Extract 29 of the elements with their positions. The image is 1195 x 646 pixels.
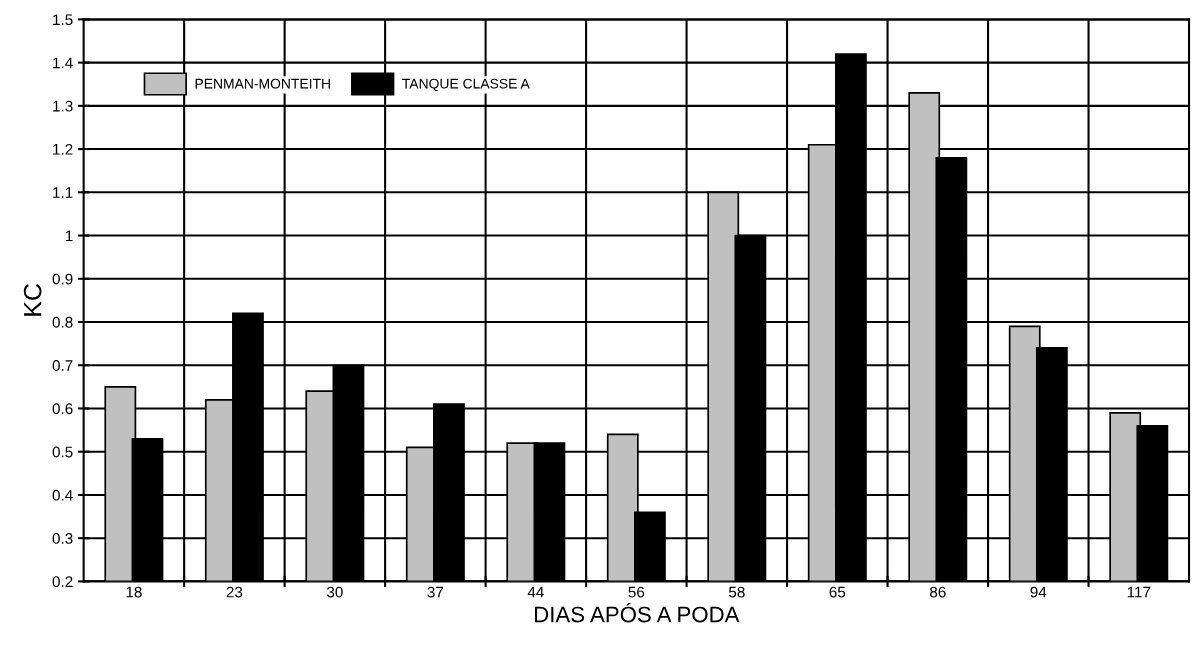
y-tick-label: 0.3 <box>52 533 73 544</box>
y-tick-label: 1.3 <box>53 100 73 112</box>
x-tick-label: 23 <box>226 586 243 598</box>
y-axis-title: KC <box>23 283 42 316</box>
y-tick-label: 1 <box>65 230 73 242</box>
y-tick-label: 0.2 <box>52 576 73 588</box>
y-tick-label: 0.6 <box>52 403 73 415</box>
x-tick-label: 86 <box>929 586 946 598</box>
x-tick-label: 56 <box>628 586 645 598</box>
x-tick-label: 30 <box>326 586 343 598</box>
y-tick-label: 1.1 <box>53 187 73 198</box>
y-tick-label: 0.8 <box>52 316 73 328</box>
x-tick-label: 44 <box>527 586 544 598</box>
x-tick-label: 65 <box>829 586 846 598</box>
x-axis-title: DIAS APÓS A PODA <box>535 602 740 623</box>
y-tick-label: 1.4 <box>53 57 73 69</box>
legend-label: TANQUE CLASSE A <box>402 78 530 92</box>
legend-label: PENMAN-MONTEITH <box>195 78 330 89</box>
x-tick-label: 94 <box>1030 586 1047 598</box>
x-tick-label: 58 <box>728 586 745 598</box>
y-tick-label: 0.7 <box>52 360 73 371</box>
y-tick-label: 0.4 <box>52 489 73 501</box>
y-tick-label: 1.5 <box>53 14 73 26</box>
x-tick-label: 37 <box>427 586 444 598</box>
y-tick-label: 0.5 <box>52 446 73 458</box>
y-tick-label: 0.9 <box>52 273 73 285</box>
x-tick-label: 117 <box>1127 586 1151 598</box>
x-tick-label: 18 <box>126 586 142 598</box>
y-tick-label: 1.2 <box>53 143 73 155</box>
